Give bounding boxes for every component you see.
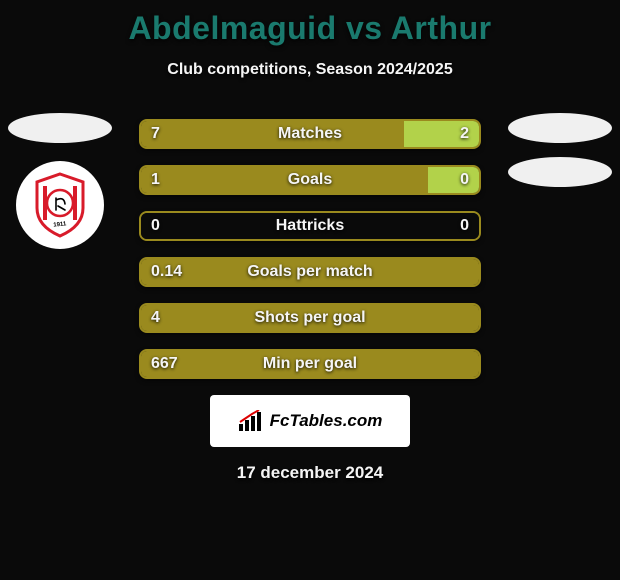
stat-bar-row: Goals per match0.14 xyxy=(139,257,481,287)
left-player-flag-placeholder xyxy=(8,113,112,143)
stat-bar-row: Min per goal667 xyxy=(139,349,481,379)
svg-text:1911: 1911 xyxy=(53,221,67,228)
stat-bar-row: Goals1 0 xyxy=(139,165,481,195)
date-label: 17 december 2024 xyxy=(0,463,620,483)
subtitle: Club competitions, Season 2024/2025 xyxy=(0,61,620,79)
stat-bar-row: Hattricks0 0 xyxy=(139,211,481,241)
left-player-column: 1911 xyxy=(8,113,112,249)
stat-bar-right-value: 2 xyxy=(460,121,469,147)
stat-bar-left-value: 4 xyxy=(151,305,160,331)
right-player-club-placeholder xyxy=(508,157,612,187)
stat-bars: Matches72Goals10Hattricks00Goals per mat… xyxy=(139,119,481,379)
stat-bar-left-value: 0.14 xyxy=(151,259,182,285)
stat-bar-label: Shots per goal xyxy=(141,305,479,331)
stat-bar-label: Hattricks xyxy=(141,213,479,239)
stat-bar-row: Matches7 2 xyxy=(139,119,481,149)
stat-bar-left-value: 7 xyxy=(151,121,160,147)
stat-bar-right-value: 0 xyxy=(460,213,469,239)
fctables-logo-icon xyxy=(238,410,264,432)
right-player-flag-placeholder xyxy=(508,113,612,143)
stat-bar-label: Goals per match xyxy=(141,259,479,285)
right-player-column xyxy=(508,113,612,187)
comparison-content: 1911 Matches72Goals10Hattricks00Goals pe… xyxy=(0,119,620,379)
footer-attribution: FcTables.com xyxy=(210,395,410,447)
stat-bar-label: Goals xyxy=(141,167,479,193)
footer-label: FcTables.com xyxy=(270,411,383,431)
stat-bar-row: Shots per goal4 xyxy=(139,303,481,333)
stat-bar-left-value: 667 xyxy=(151,351,178,377)
stat-bar-label: Min per goal xyxy=(141,351,479,377)
stat-bar-right-value: 0 xyxy=(460,167,469,193)
comparison-title: Abdelmaguid vs Arthur xyxy=(0,0,620,47)
left-player-club-badge: 1911 xyxy=(16,161,104,249)
stat-bar-left-value: 1 xyxy=(151,167,160,193)
stat-bar-left-value: 0 xyxy=(151,213,160,239)
stat-bar-label: Matches xyxy=(141,121,479,147)
